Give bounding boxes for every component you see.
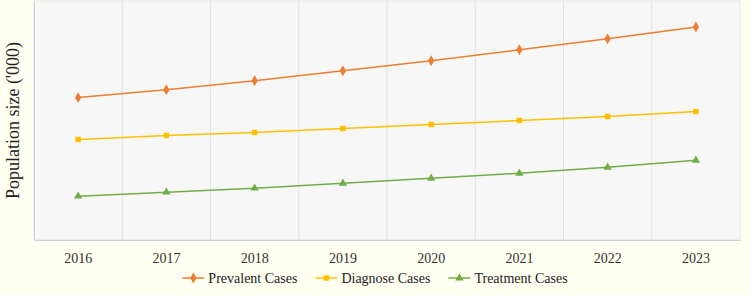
x-tick-label: 2020: [417, 251, 445, 266]
y-axis: [34, 2, 35, 241]
legend-item: Diagnose Cases: [315, 271, 430, 286]
grid-line: [387, 1, 388, 240]
series-marker: [75, 92, 81, 103]
series-marker: [428, 55, 434, 66]
series-marker: [252, 130, 257, 135]
x-tick: 2017: [152, 240, 180, 266]
x-tick: 2018: [241, 240, 269, 266]
series-marker: [693, 109, 698, 114]
series-marker: [692, 156, 700, 163]
series-marker: [516, 44, 522, 55]
series-group: [74, 21, 700, 198]
series-marker: [340, 126, 345, 131]
series-marker: [604, 33, 610, 44]
chart: 2016 2017 2018 2019 2020 2021 2022 2023 Populati…: [0, 0, 750, 295]
legend-marker: [190, 273, 196, 284]
x-tick-label: 2021: [505, 251, 533, 266]
grid-line: [563, 1, 564, 240]
series-marker: [251, 75, 257, 86]
series-line: [78, 27, 696, 98]
series-line: [78, 112, 696, 140]
legend: Prevalent Cases Diagnose Cases Treatment C…: [182, 271, 567, 286]
series-line: [78, 160, 696, 196]
x-tick: 2019: [329, 240, 357, 266]
x-tick: 2023: [682, 240, 710, 266]
x-tick: 2021: [505, 240, 533, 266]
series-marker: [517, 118, 522, 123]
series-marker: [515, 168, 523, 175]
x-tick: 2022: [594, 240, 622, 266]
legend-label: Prevalent Cases: [208, 271, 297, 286]
x-tick-label: 2022: [594, 251, 622, 266]
series-marker: [164, 133, 169, 138]
series-marker: [250, 183, 258, 190]
grid-line: [298, 1, 299, 240]
series-marker: [163, 84, 169, 95]
grid-line: [122, 1, 123, 240]
x-tick: 2016: [64, 240, 92, 266]
series-marker: [428, 122, 433, 127]
y-axis-line: [34, 2, 35, 241]
x-tick-label: 2018: [241, 251, 269, 266]
x-tick-label: 2019: [329, 251, 357, 266]
series-marker: [605, 114, 610, 119]
legend-marker: [324, 275, 329, 280]
grid: [122, 1, 652, 240]
series-marker: [340, 65, 346, 76]
x-tick: 2020: [417, 240, 445, 266]
legend-item: Prevalent Cases: [182, 271, 297, 286]
legend-marker: [455, 273, 463, 280]
x-tick-label: 2023: [682, 251, 710, 266]
plot-frame: [34, 1, 740, 240]
series-marker: [339, 178, 347, 185]
legend-item: Treatment Cases: [448, 271, 567, 286]
series-marker: [427, 173, 435, 180]
x-axis: 2016 2017 2018 2019 2020 2021 2022 2023: [35, 240, 741, 266]
series-marker: [162, 187, 170, 194]
grid-line: [210, 1, 211, 240]
series-marker: [75, 137, 80, 142]
x-tick-label: 2017: [152, 251, 180, 266]
series-marker: [693, 21, 699, 32]
x-axis-line: [35, 240, 741, 241]
series-marker: [603, 162, 611, 169]
x-tick-label: 2016: [64, 251, 92, 266]
y-axis-title: Population size ('000): [3, 42, 24, 199]
legend-label: Diagnose Cases: [341, 271, 430, 286]
grid-line: [475, 1, 476, 240]
legend-label: Treatment Cases: [474, 271, 567, 286]
series-marker: [74, 191, 82, 198]
grid-line: [651, 1, 652, 240]
